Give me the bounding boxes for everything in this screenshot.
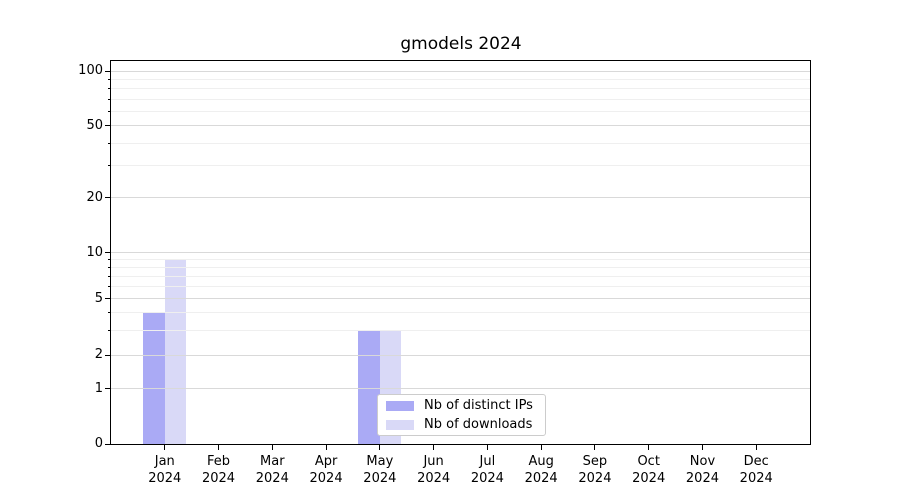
y-minor-tick-60 [108, 110, 111, 112]
legend-swatch-distinct-ips-icon [386, 400, 414, 411]
y-tick-label-100: 100 [78, 63, 103, 78]
x-tick-sep [594, 445, 596, 450]
legend-swatch-downloads-icon [386, 419, 414, 430]
y-gridline-major-50 [111, 125, 810, 127]
y-gridline-minor-80 [111, 88, 810, 90]
legend: Nb of distinct IPs Nb of downloads [377, 394, 546, 436]
x-tick-apr [325, 445, 327, 450]
x-tick-label-may-2024: May 2024 [363, 454, 397, 486]
y-minor-tick-3 [108, 329, 111, 331]
y-gridline-minor-6 [111, 286, 810, 288]
legend-label-downloads: Nb of downloads [424, 416, 533, 432]
y-minor-tick-4 [108, 311, 111, 313]
y-minor-tick-6 [108, 286, 111, 288]
y-gridline-minor-4 [111, 311, 810, 313]
y-tick-label-5: 5 [94, 290, 103, 306]
legend-entry-distinct-ips: Nb of distinct IPs [386, 397, 545, 413]
bar-nb-of-distinct-ips-may [358, 330, 380, 444]
y-tick-5 [105, 298, 111, 300]
bar-nb-of-distinct-ips-jan [143, 312, 165, 444]
legend-entry-downloads: Nb of downloads [386, 416, 545, 432]
y-gridline-minor-90 [111, 78, 810, 80]
y-gridline-major-1 [111, 388, 810, 390]
y-minor-tick-9 [108, 259, 111, 261]
y-tick-2 [105, 354, 111, 356]
x-tick-oct [648, 445, 650, 450]
y-minor-tick-30 [108, 165, 111, 167]
x-tick-label-sep-2024: Sep 2024 [578, 454, 612, 486]
y-gridline-major-5 [111, 298, 810, 300]
y-gridline-minor-3 [111, 329, 810, 331]
x-tick-label-jun-2024: Jun 2024 [417, 454, 451, 486]
y-gridline-minor-60 [111, 110, 810, 112]
y-tick-label-0: 0 [94, 436, 103, 451]
y-minor-tick-90 [108, 78, 111, 80]
y-gridline-minor-7 [111, 275, 810, 277]
y-minor-tick-80 [108, 88, 111, 90]
y-gridline-major-2 [111, 354, 810, 356]
y-tick-label-2: 2 [94, 347, 103, 362]
y-gridline-minor-70 [111, 98, 810, 100]
y-gridline-major-20 [111, 197, 810, 198]
x-tick-jun [433, 445, 435, 450]
plot-area: 0 1 2 5 10 20 50 100 Jan 2024 Feb 2024 Mar 2024 Apr 202… [78, 60, 811, 486]
y-gridline-major-100 [111, 70, 810, 72]
y-tick-10 [105, 252, 111, 254]
y-tick-50 [105, 125, 111, 127]
y-gridline-minor-8 [111, 267, 810, 268]
y-gridline-minor-40 [111, 142, 810, 144]
y-minor-tick-8 [108, 267, 111, 268]
x-tick-aug [540, 445, 542, 450]
x-tick-jan [164, 445, 166, 450]
legend-label-distinct-ips: Nb of distinct IPs [424, 397, 533, 413]
x-tick-jul [486, 445, 488, 450]
y-minor-tick-70 [108, 98, 111, 100]
y-minor-tick-40 [108, 142, 111, 144]
y-gridline-minor-30 [111, 165, 810, 167]
x-tick-label-jul-2024: Jul 2024 [470, 454, 504, 486]
x-tick-label-dec-2024: Dec 2024 [739, 454, 773, 486]
y-tick-label-1: 1 [94, 380, 103, 396]
x-tick-may [379, 445, 381, 450]
x-tick-label-aug-2024: Aug 2024 [524, 454, 558, 486]
x-tick-nov [701, 445, 703, 450]
x-tick-label-apr-2024: Apr 2024 [309, 454, 343, 486]
y-tick-label-10: 10 [86, 244, 103, 260]
x-tick-label-feb-2024: Feb 2024 [201, 454, 236, 486]
y-tick-1 [105, 388, 111, 390]
x-tick-dec [755, 445, 757, 450]
x-tick-label-mar-2024: Mar 2024 [255, 454, 289, 486]
y-gridline-minor-9 [111, 259, 810, 261]
y-tick-0 [105, 443, 111, 445]
y-minor-tick-7 [108, 275, 111, 277]
y-gridline-major-10 [111, 252, 810, 254]
y-tick-label-50: 50 [86, 117, 103, 133]
x-tick-label-oct-2024: Oct 2024 [632, 454, 666, 486]
x-tick-label-nov-2024: Nov 2024 [685, 454, 719, 486]
x-tick-mar [271, 445, 273, 450]
chart-title: gmodels 2024 [400, 34, 522, 54]
x-tick-feb [218, 445, 220, 450]
y-tick-label-20: 20 [86, 189, 103, 205]
y-tick-100 [105, 70, 111, 72]
bar-nb-of-downloads-jan [164, 259, 187, 444]
x-tick-label-jan-2024: Jan 2024 [148, 454, 182, 486]
y-tick-20 [105, 197, 111, 198]
